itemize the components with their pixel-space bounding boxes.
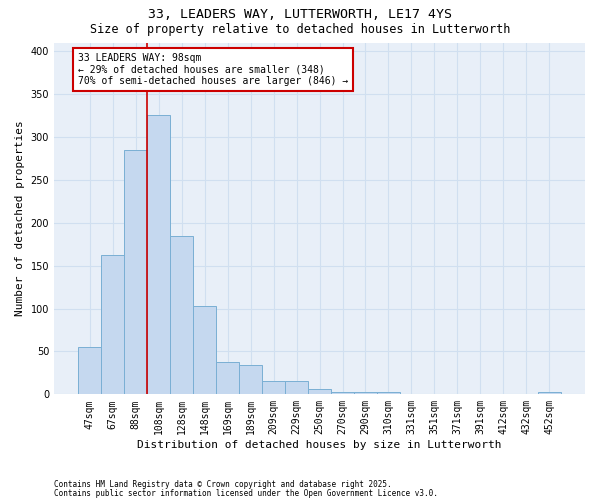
Bar	[101, 256, 124, 394]
Bar	[331, 392, 354, 394]
Bar	[78, 347, 101, 395]
Bar	[262, 380, 285, 394]
Text: Size of property relative to detached houses in Lutterworth: Size of property relative to detached ho…	[90, 22, 510, 36]
Text: Contains public sector information licensed under the Open Government Licence v3: Contains public sector information licen…	[54, 488, 438, 498]
Bar	[216, 362, 239, 394]
Bar	[170, 236, 193, 394]
Bar	[308, 389, 331, 394]
Text: 33 LEADERS WAY: 98sqm
← 29% of detached houses are smaller (348)
70% of semi-det: 33 LEADERS WAY: 98sqm ← 29% of detached …	[78, 53, 349, 86]
Text: 33, LEADERS WAY, LUTTERWORTH, LE17 4YS: 33, LEADERS WAY, LUTTERWORTH, LE17 4YS	[148, 8, 452, 20]
Y-axis label: Number of detached properties: Number of detached properties	[15, 120, 25, 316]
Bar	[239, 365, 262, 394]
Bar	[538, 392, 561, 394]
Text: Contains HM Land Registry data © Crown copyright and database right 2025.: Contains HM Land Registry data © Crown c…	[54, 480, 392, 489]
Bar	[285, 380, 308, 394]
Bar	[193, 306, 216, 394]
Bar	[147, 116, 170, 394]
Bar	[377, 392, 400, 394]
Bar	[124, 150, 147, 394]
Bar	[354, 392, 377, 394]
X-axis label: Distribution of detached houses by size in Lutterworth: Distribution of detached houses by size …	[137, 440, 502, 450]
